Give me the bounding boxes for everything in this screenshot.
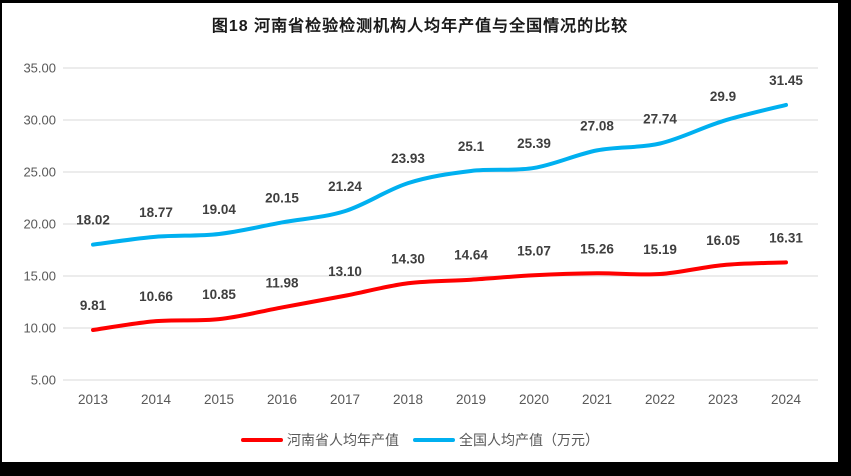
data-label: 15.26 [580, 241, 614, 256]
data-label: 16.31 [769, 230, 803, 245]
chart-title: 图18 河南省检验检测机构人均年产值与全国情况的比较 [211, 18, 629, 35]
y-tick-label: 5.00 [31, 373, 56, 388]
data-label: 18.77 [139, 205, 173, 220]
legend-line-swatch [413, 438, 455, 442]
data-label: 18.02 [76, 213, 110, 228]
chart-legend: 河南省人均年产值 全国人均产值（万元） [2, 430, 838, 450]
data-label: 23.93 [391, 151, 425, 166]
data-label: 27.74 [643, 112, 677, 127]
data-label: 10.85 [202, 287, 236, 302]
x-tick-label: 2017 [330, 392, 360, 407]
data-label: 13.10 [328, 264, 362, 279]
data-label: 15.19 [643, 242, 677, 257]
data-label: 21.24 [328, 179, 362, 194]
x-tick-label: 2013 [78, 392, 108, 407]
legend-line-swatch [241, 438, 283, 442]
x-tick-label: 2014 [141, 392, 172, 407]
legend-item-0: 河南省人均年产值 [241, 430, 399, 450]
data-label: 27.08 [580, 118, 614, 133]
x-tick-label: 2020 [519, 392, 549, 407]
y-tick-label: 35.00 [23, 61, 56, 76]
data-label: 10.66 [139, 289, 173, 304]
series-line-1 [91, 102, 788, 247]
data-label: 20.15 [265, 190, 299, 205]
data-label: 14.64 [454, 248, 488, 263]
data-label: 14.30 [391, 251, 425, 266]
data-label: 19.04 [202, 202, 236, 217]
y-tick-label: 20.00 [23, 217, 56, 232]
y-tick-label: 15.00 [23, 269, 56, 284]
line-chart: 5.00 10.00 15.00 20.00 25.00 30.00 35.00 2013 20… [23, 61, 818, 407]
x-tick-label: 2022 [645, 392, 675, 407]
series-line-0 [91, 260, 788, 332]
y-tick-label: 30.00 [23, 113, 56, 128]
data-label: 11.98 [265, 275, 299, 290]
x-tick-label: 2024 [771, 392, 802, 407]
data-label: 9.81 [80, 298, 107, 313]
data-label: 15.07 [517, 243, 551, 258]
legend-label: 河南省人均年产值 [287, 432, 399, 448]
x-tick-label: 2023 [708, 392, 738, 407]
data-label: 25.1 [458, 139, 485, 154]
x-tick-label: 2018 [393, 392, 423, 407]
x-tick-label: 2019 [456, 392, 486, 407]
data-label: 29.9 [710, 89, 736, 104]
data-label: 25.39 [517, 136, 551, 151]
legend-label: 全国人均产值（万元） [459, 432, 599, 448]
chart-canvas: 图18 河南省检验检测机构人均年产值与全国情况的比较 5.00 10.00 15.0… [2, 3, 838, 462]
data-label: 31.45 [769, 73, 803, 88]
data-label: 16.05 [706, 233, 740, 248]
y-tick-label: 25.00 [23, 165, 56, 180]
x-tick-label: 2015 [204, 392, 234, 407]
x-tick-label: 2021 [582, 392, 612, 407]
y-tick-label: 10.00 [23, 321, 56, 336]
legend-item-1: 全国人均产值（万元） [413, 430, 599, 450]
x-tick-label: 2016 [267, 392, 297, 407]
